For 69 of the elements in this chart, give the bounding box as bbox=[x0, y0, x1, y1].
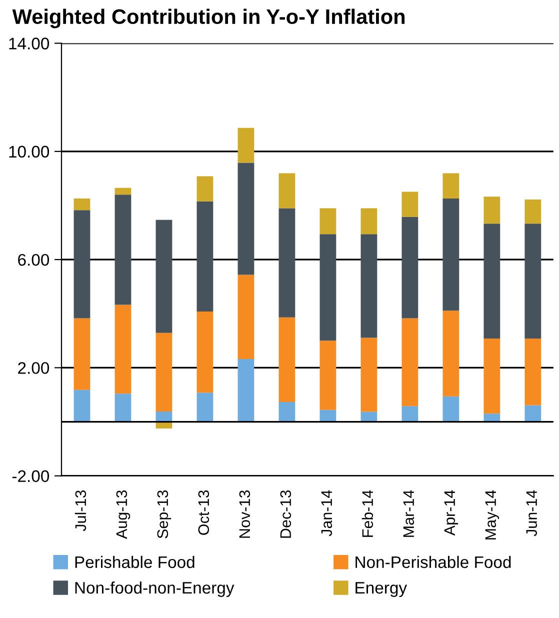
bar bbox=[320, 340, 336, 410]
x-tick-label: Nov-13 bbox=[239, 490, 250, 538]
y-tick-label: -2.00 bbox=[12, 470, 50, 482]
bar bbox=[402, 318, 418, 406]
bar bbox=[442, 173, 460, 198]
x-tick-label: Feb-14 bbox=[362, 490, 374, 537]
bar bbox=[238, 128, 254, 163]
bar bbox=[196, 311, 214, 393]
bar bbox=[278, 208, 296, 318]
bar bbox=[196, 176, 214, 202]
bar bbox=[360, 338, 378, 412]
bar bbox=[114, 394, 132, 422]
bar bbox=[196, 201, 214, 312]
bar bbox=[524, 224, 542, 339]
bar bbox=[360, 234, 378, 338]
x-tick-label: Jul-13 bbox=[74, 490, 86, 532]
bar bbox=[484, 414, 500, 422]
bar bbox=[238, 162, 254, 275]
bar bbox=[114, 188, 132, 195]
bar bbox=[278, 173, 296, 208]
bar bbox=[238, 274, 254, 360]
bar bbox=[74, 318, 90, 390]
x-tick-label: Aug-13 bbox=[116, 490, 130, 539]
bar bbox=[74, 390, 90, 422]
bar bbox=[156, 332, 172, 412]
bar bbox=[74, 210, 90, 318]
bar bbox=[524, 200, 542, 224]
bar bbox=[524, 338, 542, 406]
x-tick-label: Jun-14 bbox=[526, 490, 538, 536]
bar bbox=[196, 392, 214, 422]
x-tick-label: Mar-14 bbox=[403, 490, 414, 537]
legend-label: Energy bbox=[356, 582, 408, 597]
bar bbox=[402, 216, 418, 318]
bar bbox=[360, 412, 378, 422]
x-tick-label: Sep-13 bbox=[157, 490, 172, 538]
bar bbox=[484, 196, 500, 224]
x-tick-label: Dec-13 bbox=[280, 490, 292, 538]
bar bbox=[402, 406, 418, 422]
bar bbox=[320, 208, 336, 234]
legend-label: Non-Perishable Food bbox=[356, 556, 511, 568]
bar bbox=[278, 317, 296, 402]
bar bbox=[320, 234, 336, 341]
bar bbox=[238, 359, 254, 422]
x-tick-label: Jan-14 bbox=[321, 490, 332, 536]
x-tick-label: Oct-13 bbox=[198, 490, 210, 535]
bar bbox=[278, 402, 296, 422]
y-tick-label: 10.00 bbox=[9, 146, 50, 158]
x-tick-label: May-14 bbox=[485, 490, 500, 540]
bar bbox=[114, 304, 132, 394]
legend-label: Perishable Food bbox=[75, 556, 194, 568]
bar bbox=[442, 396, 460, 422]
bar bbox=[484, 338, 500, 414]
x-tick-label: Apr-14 bbox=[444, 490, 458, 536]
y-tick-label: 2.00 bbox=[18, 362, 50, 374]
bar bbox=[156, 412, 172, 422]
y-tick-label: 14.00 bbox=[9, 38, 50, 50]
y-tick-label: 6.00 bbox=[18, 254, 50, 266]
bar bbox=[114, 194, 132, 305]
bar bbox=[442, 198, 460, 311]
bar bbox=[402, 192, 418, 217]
legend-label: Non-food-non-Energy bbox=[75, 581, 234, 597]
bar bbox=[320, 410, 336, 422]
bar bbox=[156, 220, 172, 333]
bar bbox=[524, 405, 542, 422]
chart-title: Weighted Contribution in Y-o-Y Inflation bbox=[12, 8, 405, 28]
bar bbox=[484, 224, 500, 339]
bar bbox=[360, 208, 378, 234]
bar bbox=[74, 198, 90, 210]
bar bbox=[442, 310, 460, 396]
